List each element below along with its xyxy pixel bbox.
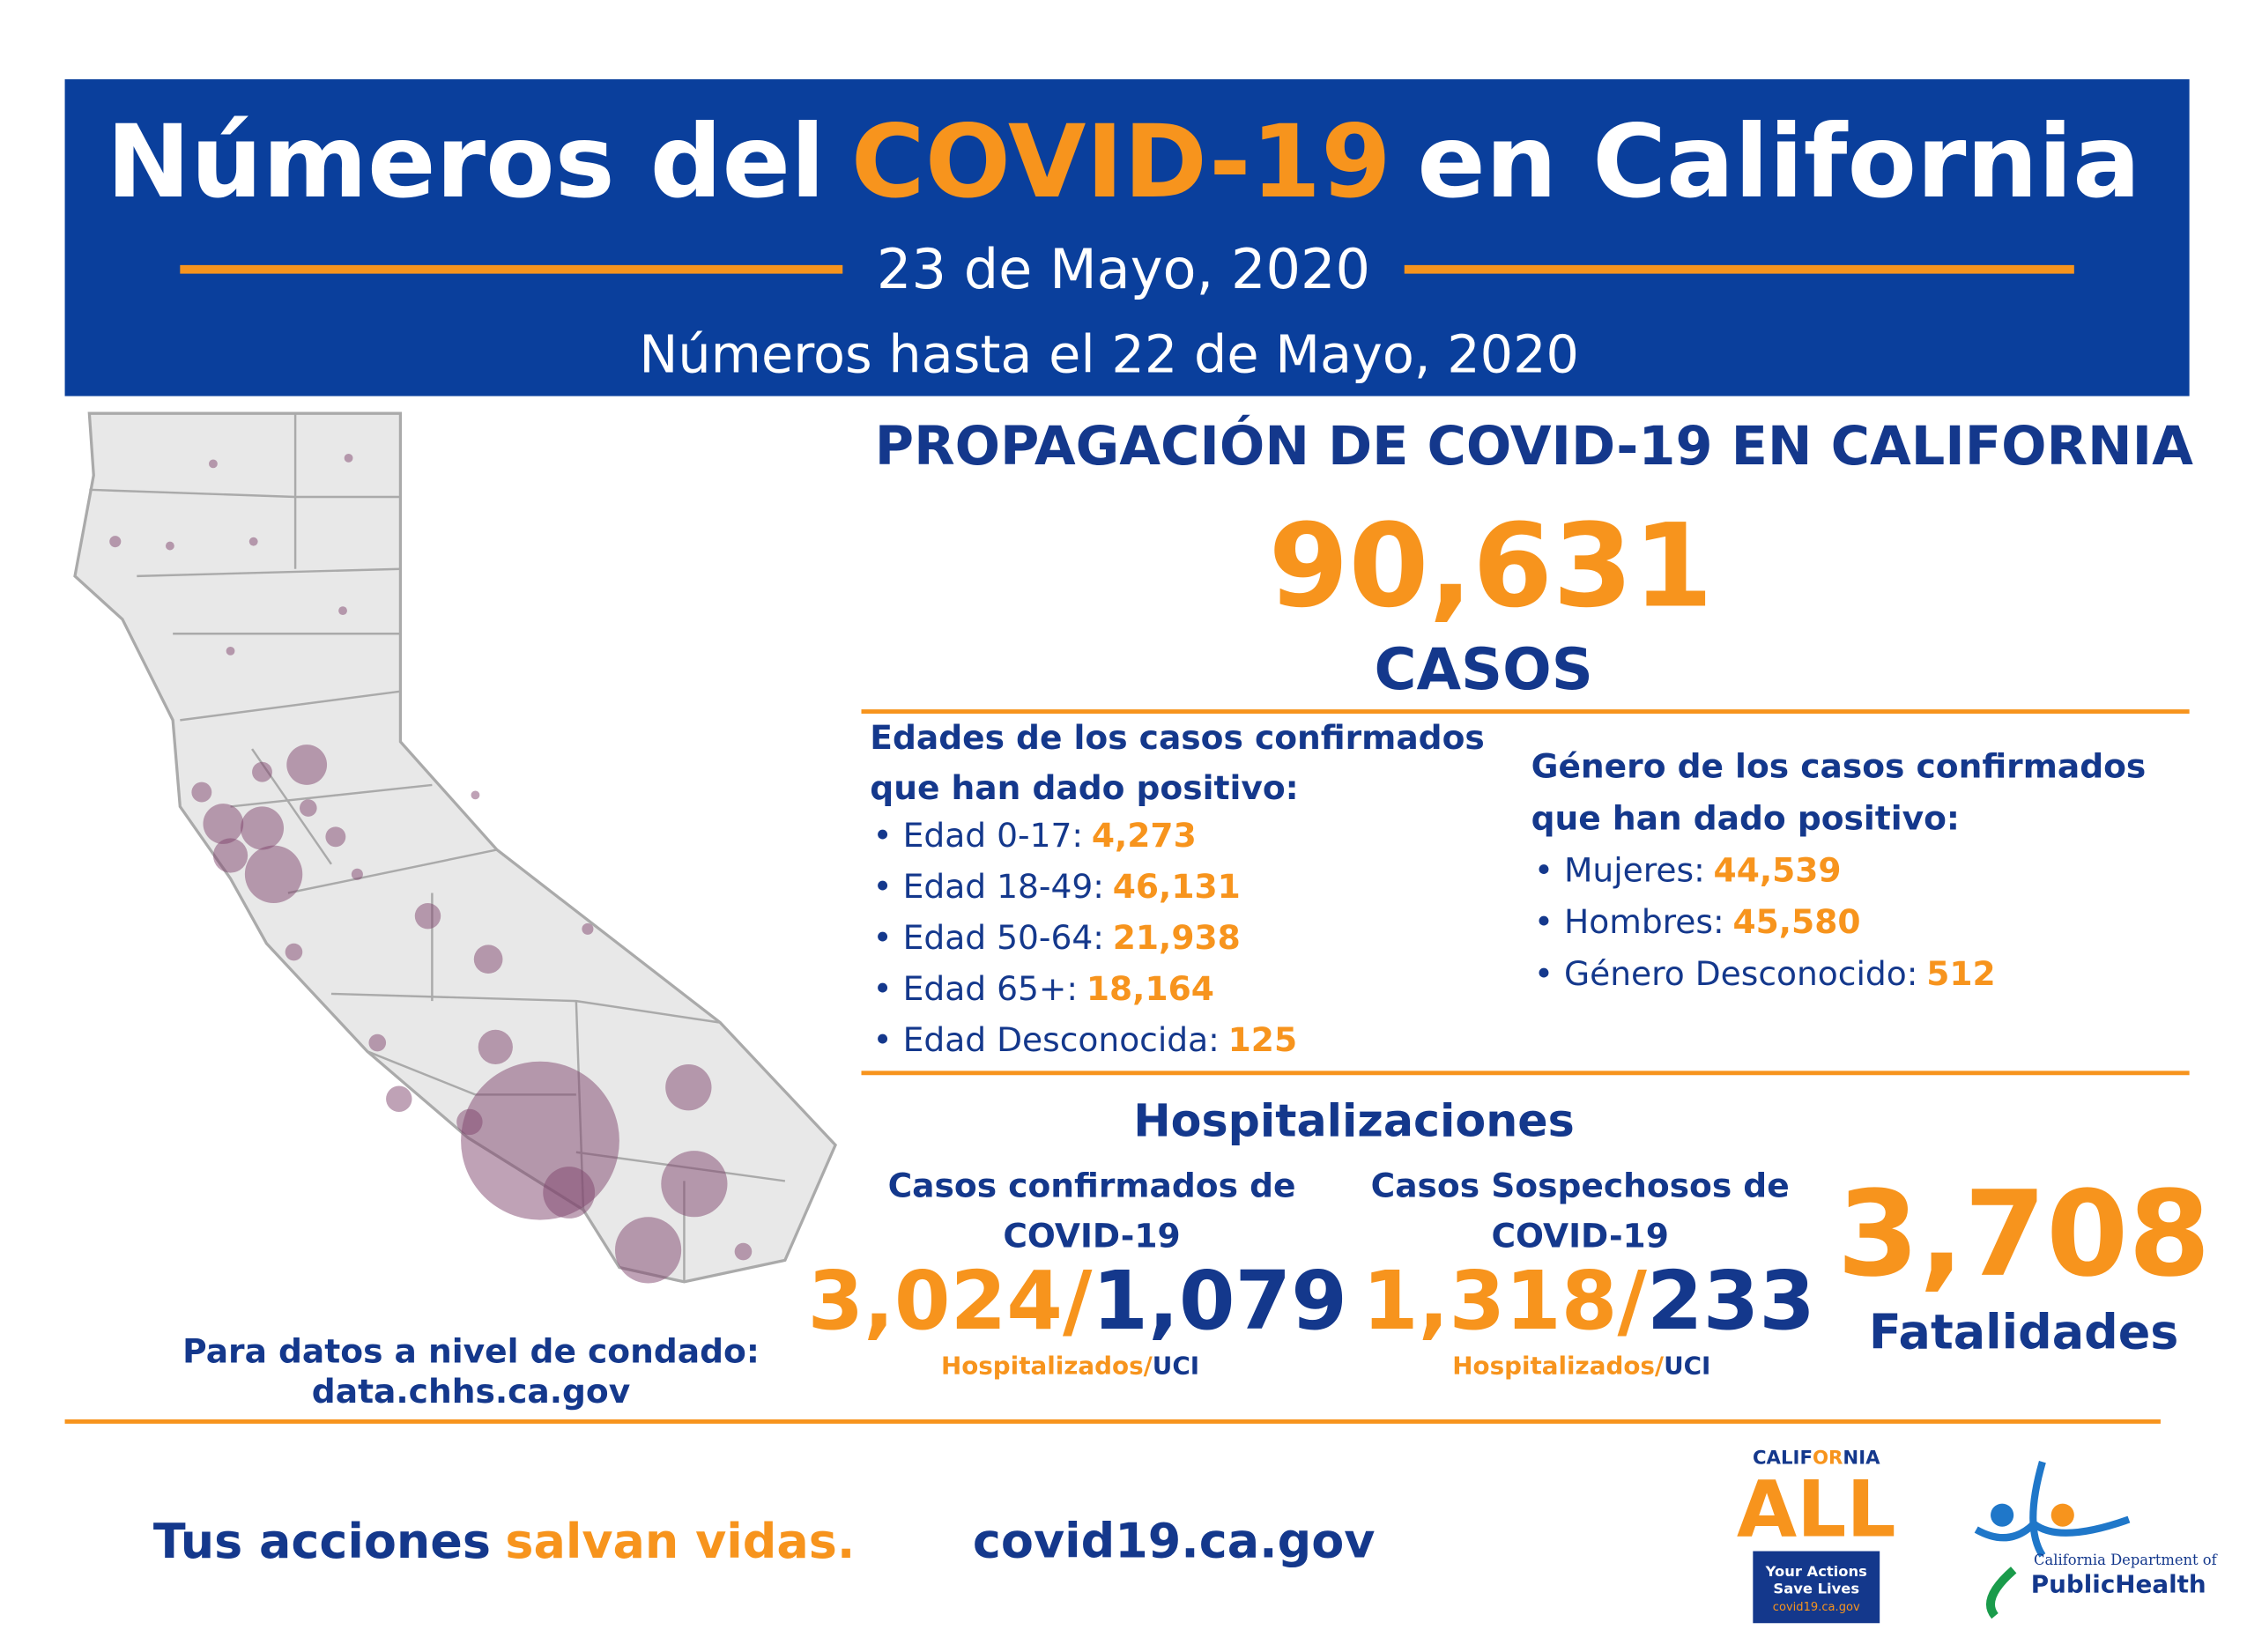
item-value: 46,131 — [1113, 867, 1241, 906]
county-lines — [89, 413, 786, 1282]
cdph-line: California Department of — [2034, 1552, 2219, 1568]
item-label: • Hombres: — [1534, 902, 1724, 941]
gender-heading: Género de los casos confirmados — [1531, 747, 2147, 786]
hosp-hospitalized: 3,024 — [807, 1254, 1062, 1348]
fatalities-label: Fatalidades — [1869, 1305, 2179, 1360]
hosp-label: Casos confirmados de — [888, 1166, 1296, 1204]
gender-section: Género de los casos confirmados que han … — [1531, 747, 2147, 993]
county-line: Para datos a nivel de condado: — [182, 1331, 760, 1370]
item-value: 512 — [1926, 954, 1995, 993]
item-value: 44,539 — [1714, 850, 1842, 889]
item-value: 18,164 — [1086, 969, 1214, 1008]
hosp-separator: / — [1063, 1254, 1093, 1348]
total-cases: 90,631 — [1269, 499, 1714, 633]
hosp-numbers: 3,024/1,079 — [807, 1254, 1346, 1348]
ages-heading: Edades de los casos confirmados — [870, 718, 1484, 757]
title: Números del COVID-19 en California — [107, 103, 2141, 220]
ca-all-logo: CALIFORNIA ALL Your Actions Save Lives c… — [1737, 1447, 1896, 1624]
title-start: Números del — [107, 103, 826, 220]
hosp-label: COVID-19 — [1491, 1217, 1668, 1256]
slogan: Tus acciones salvan vidas. — [153, 1514, 855, 1569]
hosp-icu: 233 — [1647, 1254, 1815, 1348]
logo-word-end: NIA — [1843, 1447, 1880, 1469]
spread-heading: PROPAGACIÓN DE COVID-19 EN CALIFORNIA — [875, 415, 2193, 478]
logo-box — [1753, 1551, 1880, 1624]
list-item: • Edad 50-64: 21,938 — [873, 918, 1241, 957]
sub-separator: / — [1144, 1351, 1153, 1380]
header-band — [64, 78, 2190, 396]
title-end: en California — [1417, 103, 2140, 220]
sub-separator: / — [1655, 1351, 1665, 1380]
item-value: 4,273 — [1092, 816, 1197, 855]
sub-icu: UCI — [1664, 1351, 1710, 1380]
hosp-hospitalized: 1,318 — [1362, 1254, 1617, 1348]
hosp-separator: / — [1617, 1254, 1647, 1348]
title-highlight: COVID-19 — [851, 103, 1391, 220]
item-label: • Edad 0-17: — [873, 816, 1083, 855]
hosp-heading: Hospitalizaciones — [1133, 1094, 1575, 1146]
sub-hospitalized: Hospitalizados — [1452, 1351, 1655, 1380]
list-item: • Edad 18-49: 46,131 — [873, 867, 1241, 906]
california-map — [73, 411, 838, 1284]
fatalities-value: 3,708 — [1837, 1166, 2211, 1303]
website: covid19.ca.gov — [973, 1514, 1376, 1569]
logo-word-highlight: OR — [1813, 1447, 1843, 1469]
hosp-sub: Hospitalizados/UCI — [941, 1351, 1199, 1380]
cases-label: CASOS — [1374, 636, 1592, 703]
list-item: • Edad 65+: 18,164 — [873, 969, 1214, 1008]
sub-hospitalized: Hospitalizados — [941, 1351, 1144, 1380]
cdph-logo: California Department of PublicHealth — [1974, 1461, 2219, 1619]
list-item: • Edad Desconocida: 125 — [873, 1020, 1298, 1059]
list-item: • Edad 0-17: 4,273 — [873, 816, 1197, 855]
cdph-line: PublicHealth — [2031, 1570, 2206, 1599]
item-label: • Edad 18-49: — [873, 867, 1104, 906]
logo-word-start: CALIF — [1753, 1447, 1813, 1469]
sub-icu: UCI — [1153, 1351, 1199, 1380]
county-link: data.chhs.ca.gov — [312, 1372, 630, 1411]
case-circles — [109, 453, 753, 1284]
list-item: • Género Desconocido: 512 — [1534, 954, 1996, 993]
item-label: • Edad 65+: — [873, 969, 1078, 1008]
logo-line: Your Actions — [1765, 1563, 1867, 1580]
item-value: 125 — [1228, 1020, 1297, 1059]
item-label: • Mujeres: — [1534, 850, 1705, 889]
logo-line: Save Lives — [1773, 1581, 1859, 1597]
ages-heading: que han dado positivo: — [870, 768, 1298, 807]
list-item: • Hombres: 45,580 — [1534, 902, 1861, 941]
list-item: • Mujeres: 44,539 — [1534, 850, 1842, 889]
slogan-start: Tus acciones — [153, 1514, 491, 1569]
item-value: 45,580 — [1732, 902, 1860, 941]
hosp-label: COVID-19 — [1003, 1217, 1180, 1256]
state-outline — [73, 411, 838, 1284]
item-label: • Edad Desconocida: — [873, 1020, 1220, 1059]
hosp-sub: Hospitalizados/UCI — [1452, 1351, 1710, 1380]
data-through: Números hasta el 22 de Mayo, 2020 — [639, 324, 1579, 385]
item-label: • Género Desconocido: — [1534, 954, 1918, 993]
hosp-numbers: 1,318/233 — [1362, 1254, 1815, 1348]
hosp-icu: 1,079 — [1092, 1254, 1346, 1348]
ages-section: Edades de los casos confirmados que han … — [870, 718, 1484, 1059]
date: 23 de Mayo, 2020 — [877, 237, 1370, 301]
logo-big: ALL — [1737, 1464, 1896, 1555]
gender-heading: que han dado positivo: — [1531, 799, 1960, 838]
hospitalizations: Casos confirmados deCOVID-193,024/1,079H… — [807, 1166, 1814, 1380]
slogan-highlight: salvan vidas. — [505, 1514, 855, 1569]
logo-line: covid19.ca.gov — [1773, 1601, 1860, 1614]
logo-word: CALIFORNIA — [1753, 1447, 1880, 1469]
item-label: • Edad 50-64: — [873, 918, 1104, 957]
item-value: 21,938 — [1113, 918, 1241, 957]
hosp-label: Casos Sospechosos de — [1371, 1166, 1790, 1204]
